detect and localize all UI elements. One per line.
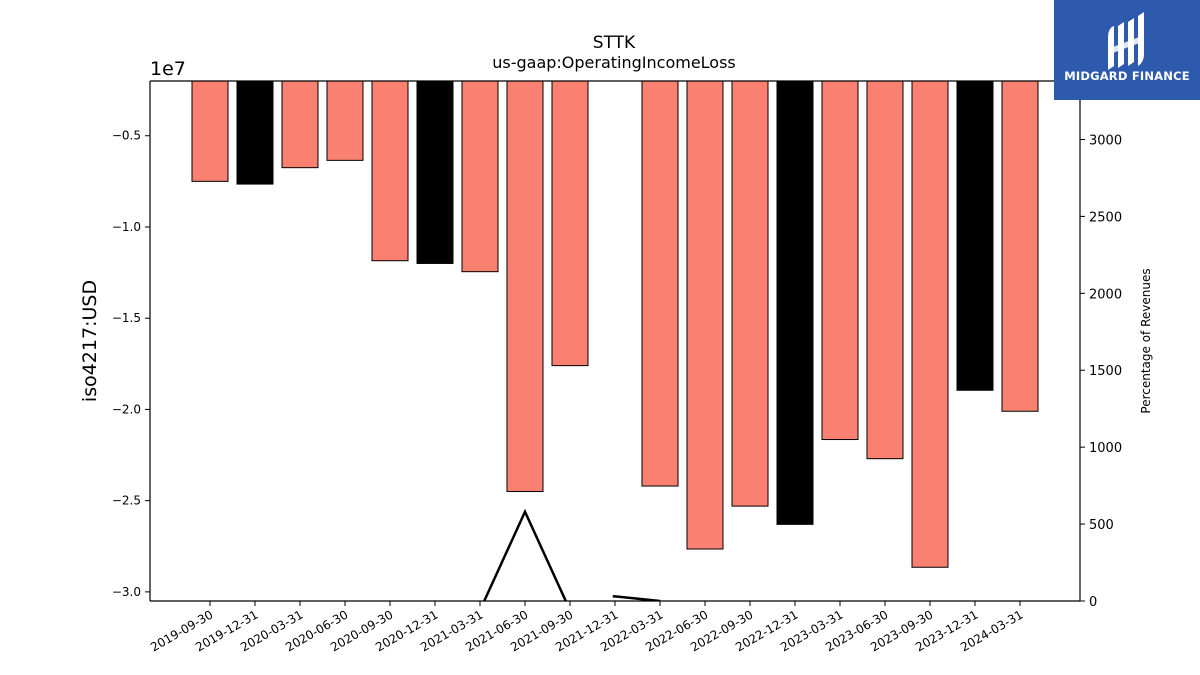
y2-tick-label: 2500 [1089, 210, 1122, 225]
y-tick-label: −2.0 [112, 402, 141, 416]
series-line [482, 508, 568, 601]
bar [191, 81, 229, 182]
series-line [612, 595, 661, 601]
y2-tick-label: 1500 [1089, 364, 1122, 379]
bar [686, 81, 724, 550]
y2-tick-label: 1000 [1089, 441, 1122, 456]
midgard-logo: MIDGARD FINANCE [1054, 0, 1200, 100]
bar [416, 81, 454, 264]
chart-subtitle: us-gaap:OperatingIncomeLoss [492, 53, 736, 72]
line-group [482, 508, 661, 601]
bar [551, 81, 589, 367]
bar [956, 81, 994, 391]
y-tick-label: −0.5 [112, 129, 141, 143]
y-tick-label: −1.5 [112, 311, 141, 325]
y2-tick-label: 2000 [1089, 287, 1122, 302]
bar [731, 81, 769, 507]
y2-tick-label: 500 [1089, 518, 1114, 533]
bar [326, 81, 364, 161]
bar [236, 81, 274, 185]
bar [821, 81, 859, 441]
y-tick-label: −2.5 [112, 494, 141, 508]
bar [371, 81, 409, 262]
bar [506, 81, 544, 493]
bar [776, 81, 814, 525]
bar [461, 81, 499, 273]
y-tick-label: −1.0 [112, 220, 141, 234]
bar [641, 81, 679, 487]
y2-tick-label: 3000 [1089, 133, 1122, 148]
logo-text: MIDGARD FINANCE [1064, 69, 1190, 83]
bar [911, 81, 949, 568]
bars-group [191, 81, 1039, 568]
y2-axis-label: Percentage of Revenues [1139, 268, 1153, 413]
y-axis-label: iso4217:USD [79, 280, 101, 402]
bar [866, 81, 904, 460]
chart-title: STTK [593, 33, 636, 53]
y2-tick-label: 0 [1089, 595, 1097, 610]
y-offset-label: 1e7 [150, 58, 186, 80]
bar [1001, 81, 1039, 412]
midgard-logo-icon [1108, 12, 1144, 70]
y-tick-label: −3.0 [112, 585, 141, 599]
bar [281, 81, 319, 169]
